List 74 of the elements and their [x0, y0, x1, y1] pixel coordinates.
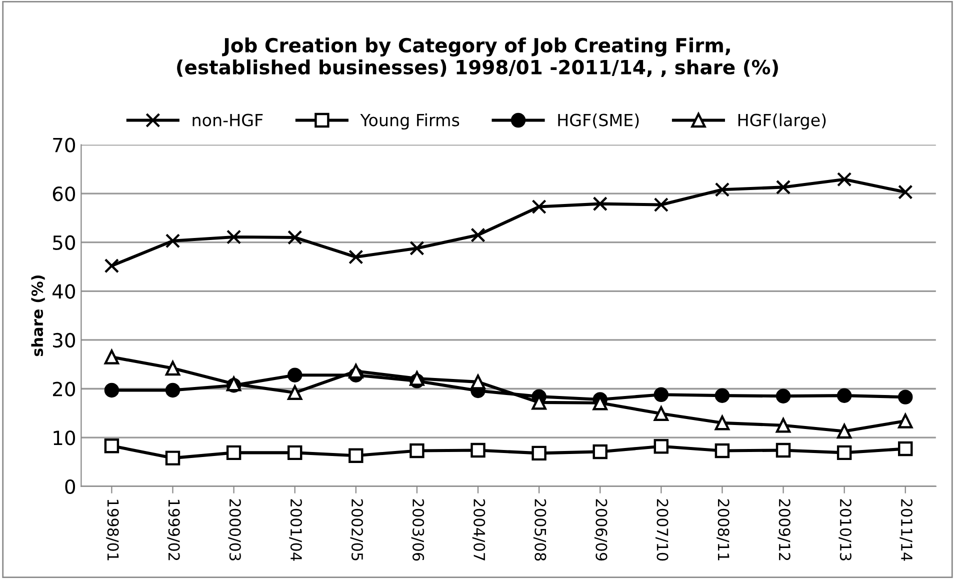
point	[165, 360, 180, 376]
point	[348, 364, 364, 379]
point	[165, 234, 180, 248]
x-tick-label: 2003/06	[411, 499, 424, 561]
x-tick-label: 2001/04	[289, 499, 302, 561]
point	[226, 230, 242, 244]
point	[470, 374, 486, 390]
point	[714, 182, 730, 198]
point	[714, 416, 730, 430]
x-tick-label: 2008/11	[716, 499, 730, 560]
legend-label: Young Firms	[360, 113, 460, 130]
point	[348, 448, 364, 463]
point	[898, 184, 913, 200]
point	[654, 406, 669, 422]
y-tick-label: 50	[53, 235, 76, 250]
y-tick-label: 0	[65, 479, 76, 494]
point	[104, 350, 120, 364]
point	[104, 438, 120, 454]
point	[287, 230, 302, 245]
point	[410, 240, 424, 256]
y-tick-label: 30	[53, 332, 76, 348]
point	[104, 382, 120, 398]
point	[654, 197, 669, 212]
point	[287, 368, 302, 382]
point	[287, 385, 302, 400]
x-tick-label: 2000/03	[228, 499, 241, 560]
point	[104, 258, 120, 274]
x-tick-label: 1998/01	[106, 500, 119, 560]
point	[836, 388, 852, 403]
x-tick-label: 1999/02	[167, 500, 180, 560]
point	[898, 390, 913, 404]
point	[532, 199, 546, 214]
legend-label: HGF(large)	[738, 113, 826, 130]
y-tick-label: 20	[52, 382, 76, 396]
point	[470, 228, 486, 242]
legend-label: HGF(SME)	[558, 113, 639, 128]
point	[410, 443, 424, 458]
point	[714, 443, 730, 458]
point	[592, 444, 608, 460]
point	[592, 196, 608, 212]
x-tick-label: 2009/12	[778, 499, 790, 560]
point	[898, 414, 913, 428]
point	[654, 438, 669, 454]
point	[836, 445, 852, 460]
point	[226, 445, 242, 460]
legend-label: non-HGF	[192, 114, 263, 126]
point	[532, 446, 546, 461]
point	[165, 382, 180, 398]
point	[165, 450, 180, 466]
point	[287, 445, 302, 460]
y-tick-label: 40	[52, 284, 76, 299]
point	[776, 418, 791, 433]
y-tick-label: 10	[54, 430, 76, 446]
y-axis-title: share (%)	[31, 275, 45, 356]
x-tick-label: 2006/09	[594, 499, 608, 561]
x-tick-label: 2007/10	[656, 499, 668, 561]
point	[836, 172, 852, 187]
x-tick-label: 2002/05	[350, 499, 364, 560]
point	[714, 388, 730, 403]
point	[776, 180, 791, 195]
chart-title: Job Creation by Category of Job Creating Firm, (established businesses) 1998/01 -2011/14, , share (%)	[177, 38, 778, 77]
x-tick-label: 2005/08	[533, 499, 546, 561]
point	[654, 387, 669, 402]
y-tick-label: 70	[53, 138, 76, 152]
x-tick-label: 2011/14	[900, 499, 912, 561]
y-tick-label: 60	[52, 186, 76, 202]
point	[348, 250, 364, 264]
point	[836, 424, 852, 439]
x-tick-label: 2010/13	[838, 499, 852, 560]
x-tick-label: 2004/07	[472, 499, 486, 560]
point	[470, 442, 486, 458]
point	[776, 388, 791, 404]
point	[898, 441, 913, 456]
point	[776, 442, 791, 458]
